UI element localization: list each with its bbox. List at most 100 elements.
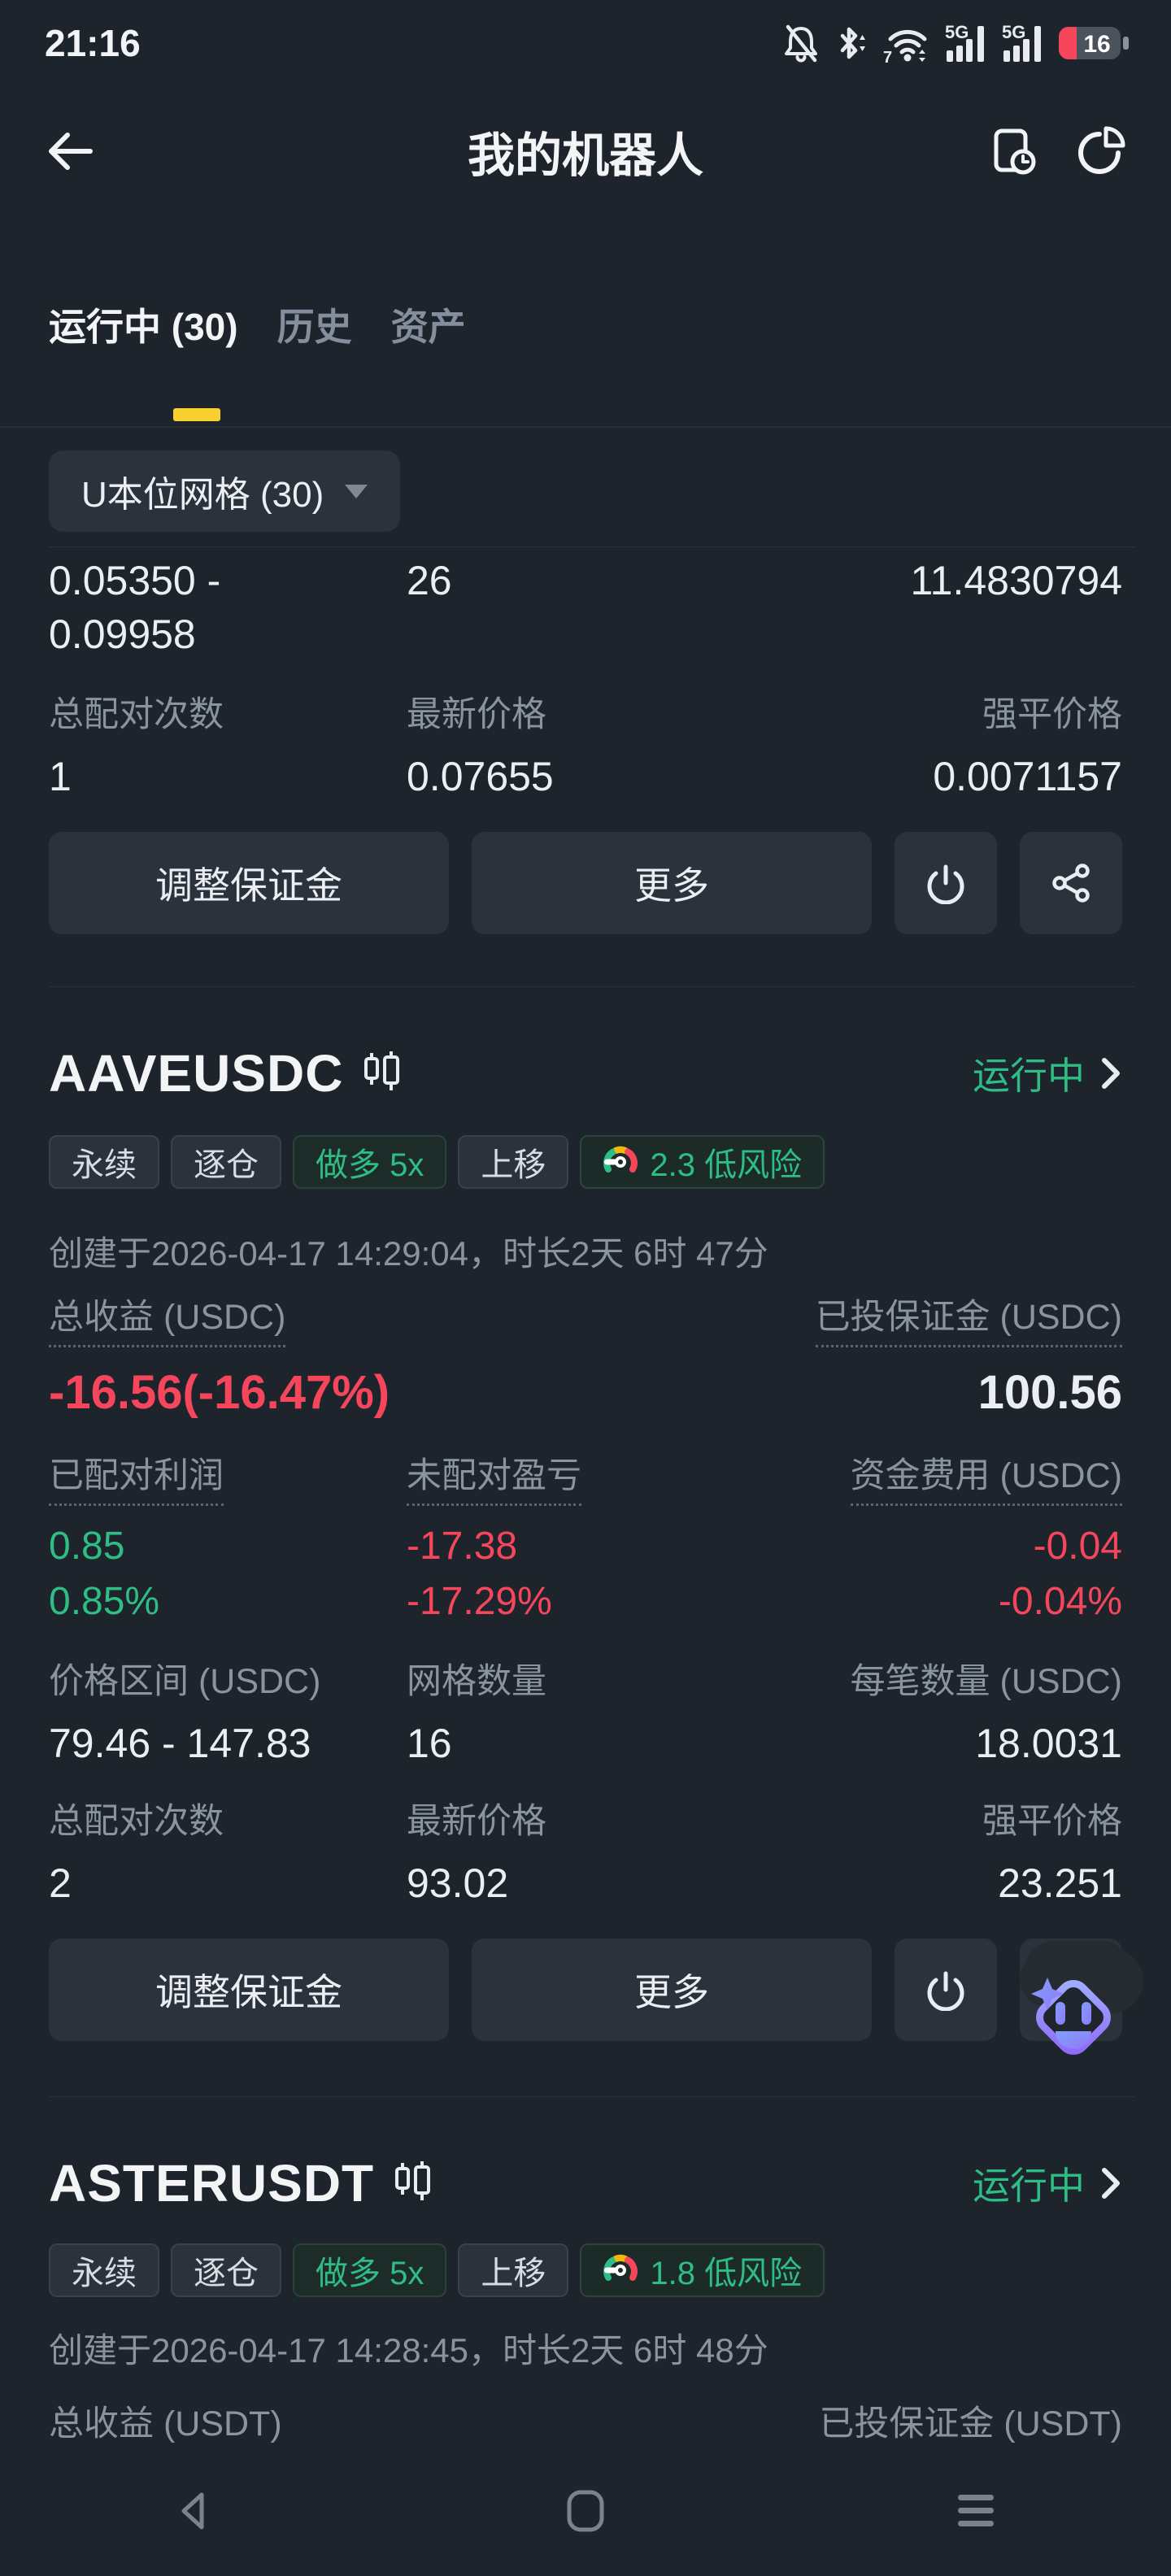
liq-price-label: 强平价格	[982, 695, 1122, 734]
gauge-icon	[603, 2252, 638, 2288]
unmatched-pnl-value: -17.38	[407, 1525, 518, 1568]
invested-margin-label[interactable]: 已投保证金 (USDC)	[815, 1298, 1122, 1347]
divider	[49, 546, 1135, 547]
matched-profit-pct: 0.85%	[49, 1580, 160, 1623]
total-pairs-label: 总配对次数	[49, 695, 224, 734]
more-button[interactable]: 更多	[472, 832, 872, 934]
gauge-icon	[603, 1144, 638, 1180]
tag-perpetual: 永续	[49, 1135, 159, 1189]
total-pairs-value: 1	[49, 754, 72, 799]
liq-price-value: 0.0071157	[933, 754, 1122, 799]
created-at-text: 创建于2026-04-17 14:29:04，时长2天 6时 47分	[49, 1234, 768, 1273]
total-pairs-label: 总配对次数	[49, 1802, 224, 1841]
adjust-margin-button[interactable]: 调整保证金	[49, 832, 449, 934]
order-history-icon[interactable]	[985, 124, 1038, 178]
price-range-value: 0.05350 - 0.09958	[49, 558, 221, 657]
cellular-signal-icon-sim2: 5G	[1002, 24, 1044, 63]
nav-home-icon[interactable]	[563, 2488, 608, 2534]
total-pnl-label[interactable]: 总收益 (USDT)	[49, 2404, 282, 2443]
liq-price-value: 23.251	[998, 1860, 1122, 1906]
chevron-down-icon	[345, 484, 368, 498]
chevron-right-icon	[1101, 1055, 1122, 1091]
last-price-value: 93.02	[407, 1860, 509, 1906]
stop-bot-button[interactable]	[895, 1939, 997, 2041]
risk-badge-label: 1.8 低风险	[650, 2256, 803, 2291]
last-price-label: 最新价格	[407, 695, 546, 734]
total-pnl-label[interactable]: 总收益 (USDC)	[49, 1298, 286, 1347]
notifications-muted-icon	[782, 23, 820, 63]
per-order-qty-value: 18.0031	[975, 1721, 1122, 1766]
funding-fee-value: -0.04	[1033, 1525, 1122, 1568]
tab-running[interactable]: 运行中 (30)	[49, 306, 238, 348]
active-tab-indicator	[173, 408, 220, 421]
tag-trailing-up: 上移	[458, 1135, 569, 1189]
chevron-right-icon	[1101, 2165, 1122, 2201]
svg-text:5G: 5G	[945, 24, 969, 42]
battery-icon: 16	[1059, 24, 1130, 62]
funding-fee-label[interactable]: 资金费用 (USDC)	[850, 1456, 1122, 1506]
bot-symbol: ASTERUSDT	[49, 2154, 375, 2213]
price-range-label: 价格区间 (USDC)	[49, 1662, 321, 1701]
funding-fee-pct: -0.04%	[998, 1580, 1122, 1623]
bot-status-link[interactable]: 运行中	[973, 1046, 1122, 1100]
tag-isolated: 逐仓	[171, 1135, 281, 1189]
invested-margin-value: 100.56	[977, 1366, 1122, 1419]
grid-count-label: 网格数量	[407, 1662, 546, 1701]
status-badge: 运行中	[973, 2165, 1085, 2207]
liq-price-label: 强平价格	[982, 1802, 1122, 1841]
tag-isolated: 逐仓	[171, 2243, 281, 2297]
risk-badge[interactable]: 1.8 低风险	[580, 2243, 825, 2297]
price-range-value: 79.46 - 147.83	[49, 1721, 311, 1766]
tag-trailing-up: 上移	[458, 2243, 569, 2297]
nav-back-icon[interactable]	[172, 2488, 218, 2534]
app-header: 我的机器人	[0, 78, 1171, 224]
svg-text:7: 7	[883, 49, 892, 63]
tab-history[interactable]: 历史	[276, 306, 352, 348]
invested-margin-label[interactable]: 已投保证金 (USDT)	[819, 2404, 1122, 2443]
matched-profit-value: 0.85	[49, 1525, 125, 1568]
grid-type-dropdown[interactable]: U本位网格 (30)	[49, 450, 401, 532]
system-navigation-bar	[0, 2470, 1171, 2576]
nav-recents-icon[interactable]	[953, 2488, 999, 2534]
status-badge: 运行中	[973, 1055, 1085, 1097]
grid-count-value: 26	[407, 558, 452, 603]
matched-profit-label[interactable]: 已配对利润	[49, 1456, 224, 1506]
bot-card-partial: 0.05350 - 0.09958 26 11.4830794 总配对次数 最新…	[0, 554, 1171, 934]
unmatched-pnl-pct: -17.29%	[407, 1580, 552, 1623]
cellular-signal-icon-sim1: 5G	[945, 24, 987, 63]
total-pairs-value: 2	[49, 1860, 72, 1906]
more-button[interactable]: 更多	[472, 1939, 872, 2041]
tab-assets[interactable]: 资产	[390, 306, 466, 348]
divider	[49, 986, 1135, 987]
total-pnl-value: -16.56(-16.47%)	[49, 1366, 390, 1419]
per-order-qty-label: 每笔数量 (USDC)	[850, 1662, 1122, 1701]
tag-perpetual: 永续	[49, 2243, 159, 2297]
svg-text:16: 16	[1083, 31, 1110, 58]
ai-assistant-floating-button[interactable]	[1012, 1927, 1151, 2077]
tab-bar: 运行中 (30) 历史 资产	[0, 224, 1171, 428]
share-button[interactable]	[1020, 832, 1122, 934]
risk-badge[interactable]: 2.3 低风险	[580, 1135, 825, 1189]
last-price-label: 最新价格	[407, 1802, 546, 1841]
bluetooth-icon	[834, 24, 868, 63]
wifi-icon: 7	[883, 23, 930, 63]
candlestick-icon	[359, 1051, 405, 1095]
bot-status-link[interactable]: 运行中	[973, 2156, 1122, 2210]
page-title: 我的机器人	[467, 129, 703, 182]
tag-long-leverage: 做多 5x	[293, 2243, 447, 2297]
adjust-margin-button[interactable]: 调整保证金	[49, 1939, 449, 2041]
last-price-value: 0.07655	[407, 754, 554, 799]
candlestick-icon	[390, 2161, 436, 2205]
unmatched-pnl-label[interactable]: 未配对盈亏	[407, 1456, 581, 1506]
bot-symbol: AAVEUSDC	[49, 1044, 344, 1103]
back-arrow-icon[interactable]	[45, 130, 97, 172]
share-icon	[1050, 862, 1092, 904]
bot-card-aaveusdc: AAVEUSDC 运行中 永续 逐仓 做多 5x 上移	[0, 1044, 1171, 2055]
pie-chart-icon[interactable]	[1073, 124, 1126, 178]
grid-count-value: 16	[407, 1721, 452, 1766]
power-icon	[925, 1969, 967, 2011]
divider	[49, 2096, 1135, 2097]
svg-text:5G: 5G	[1002, 24, 1025, 42]
stop-bot-button[interactable]	[895, 832, 997, 934]
